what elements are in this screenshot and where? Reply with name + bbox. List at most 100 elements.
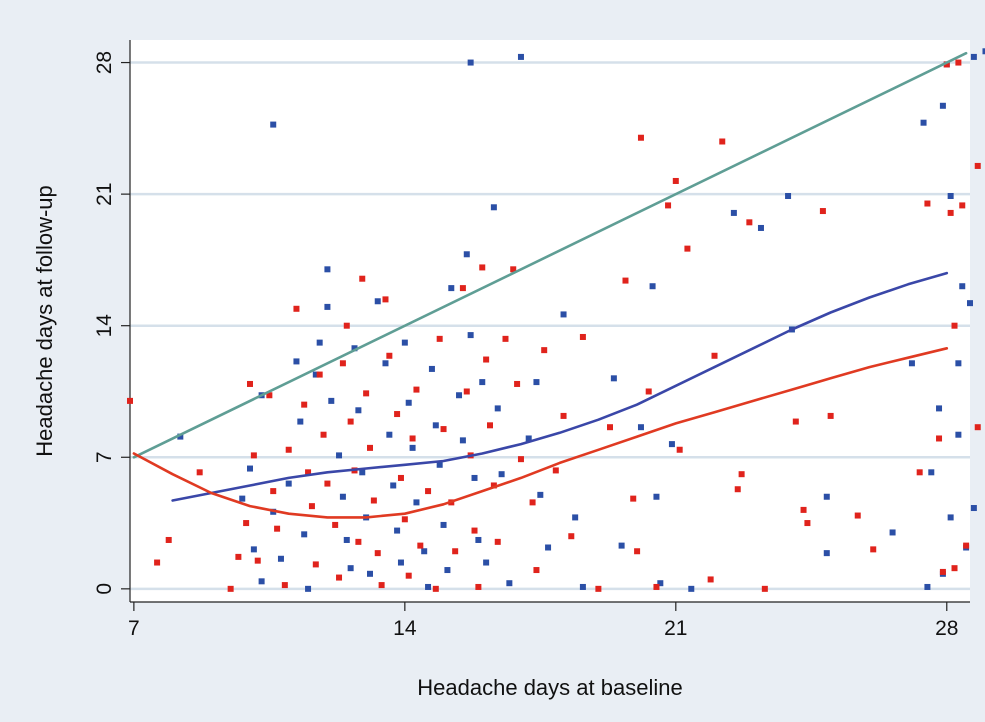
- data-point-3-93: [959, 283, 966, 290]
- data-point-3-95: [967, 300, 973, 307]
- data-point-4-3: [196, 469, 203, 476]
- data-point-4-90: [761, 585, 768, 592]
- data-point-3-92: [955, 360, 962, 367]
- data-point-4-29: [355, 538, 362, 545]
- data-point-4-24: [336, 574, 343, 581]
- data-point-4-18: [308, 503, 315, 510]
- data-point-3-29: [382, 360, 389, 367]
- data-point-4-40: [401, 516, 408, 523]
- data-point-3-8: [277, 555, 284, 562]
- data-point-3-68: [618, 542, 625, 549]
- data-point-4-36: [382, 296, 389, 303]
- y-tick-label-7: 7: [93, 451, 116, 463]
- data-point-4-69: [560, 412, 567, 419]
- data-point-3-84: [924, 583, 931, 590]
- x-axis-title: Headache days at baseline: [417, 675, 682, 700]
- data-point-4-76: [634, 548, 641, 555]
- data-point-4-96: [854, 512, 861, 519]
- data-point-4-57: [483, 356, 490, 363]
- data-point-4-66: [533, 567, 540, 574]
- data-point-4-107: [959, 202, 966, 209]
- data-point-3-44: [444, 567, 451, 574]
- data-point-4-15: [293, 305, 300, 312]
- data-point-3-31: [390, 482, 397, 489]
- data-point-4-85: [711, 352, 718, 359]
- data-point-3-0: [177, 433, 184, 440]
- data-point-3-80: [823, 493, 830, 500]
- data-point-3-40: [428, 365, 435, 372]
- grid-lines: [130, 61, 970, 591]
- data-point-4-5: [235, 553, 242, 560]
- data-point-4-7: [247, 380, 253, 387]
- data-point-4-84: [707, 576, 714, 583]
- data-point-3-37: [413, 499, 420, 506]
- data-point-3-81: [889, 529, 896, 536]
- data-point-4-52: [463, 388, 470, 395]
- data-point-4-71: [579, 333, 586, 340]
- data-point-3-19: [336, 452, 343, 459]
- data-point-4-42: [409, 435, 416, 442]
- data-point-4-88: [738, 471, 745, 478]
- y-tick-label-0: 0: [93, 583, 116, 595]
- data-point-4-9: [254, 557, 261, 564]
- data-point-4-27: [347, 418, 354, 425]
- data-point-4-56: [479, 264, 486, 271]
- data-point-3-43: [440, 521, 447, 528]
- series-line-0: [132, 51, 968, 459]
- data-point-4-70: [568, 533, 575, 540]
- data-point-4-2: [165, 536, 172, 543]
- data-point-3-14: [312, 371, 319, 378]
- data-point-3-96: [970, 505, 977, 512]
- data-point-3-24: [355, 407, 362, 414]
- data-point-3-56: [494, 405, 501, 412]
- data-point-3-63: [545, 544, 552, 551]
- data-point-4-16: [301, 401, 308, 408]
- data-point-4-95: [827, 412, 834, 419]
- data-point-3-3: [239, 495, 246, 502]
- data-point-4-86: [719, 138, 726, 145]
- x-tick-label-21: 21: [664, 617, 687, 640]
- data-point-4-82: [676, 446, 683, 453]
- data-point-3-98: [982, 48, 985, 55]
- data-point-3-10: [293, 358, 300, 365]
- data-point-3-88: [939, 102, 946, 109]
- data-point-4-59: [490, 482, 497, 489]
- data-point-3-16: [324, 303, 331, 310]
- data-point-4-68: [552, 467, 559, 474]
- data-point-4-25: [339, 360, 346, 367]
- data-point-4-17: [305, 469, 312, 476]
- data-point-3-79: [823, 550, 830, 557]
- data-point-4-21: [320, 431, 327, 438]
- data-point-4-45: [425, 488, 432, 495]
- data-point-3-22: [347, 565, 354, 572]
- data-point-4-47: [436, 335, 443, 342]
- data-point-4-38: [394, 411, 401, 418]
- data-point-4-32: [367, 444, 373, 451]
- data-point-3-11: [297, 418, 304, 425]
- data-point-3-45: [448, 285, 455, 292]
- data-point-4-20: [316, 371, 323, 378]
- data-point-3-62: [537, 491, 544, 498]
- data-point-4-31: [363, 390, 370, 397]
- data-point-3-6: [258, 578, 265, 585]
- data-point-4-61: [502, 335, 509, 342]
- data-point-3-28: [374, 298, 381, 305]
- data-point-3-47: [459, 437, 466, 444]
- data-point-4-91: [792, 418, 799, 425]
- data-point-4-108: [963, 542, 970, 549]
- data-point-3-2: [270, 121, 277, 128]
- data-point-3-73: [668, 441, 675, 448]
- data-point-3-70: [649, 283, 656, 290]
- series-line-1: [171, 271, 949, 502]
- data-point-4-22: [324, 480, 331, 487]
- x-tick-label-7: 7: [128, 617, 140, 640]
- data-point-4-48: [440, 426, 447, 433]
- data-point-3-97: [970, 53, 977, 60]
- data-point-4-79: [653, 583, 660, 590]
- data-point-3-75: [730, 209, 737, 216]
- data-point-4-101: [939, 568, 946, 575]
- data-point-4-98: [916, 469, 923, 476]
- data-point-3-54: [483, 559, 490, 566]
- x-tick-label-28: 28: [935, 617, 958, 640]
